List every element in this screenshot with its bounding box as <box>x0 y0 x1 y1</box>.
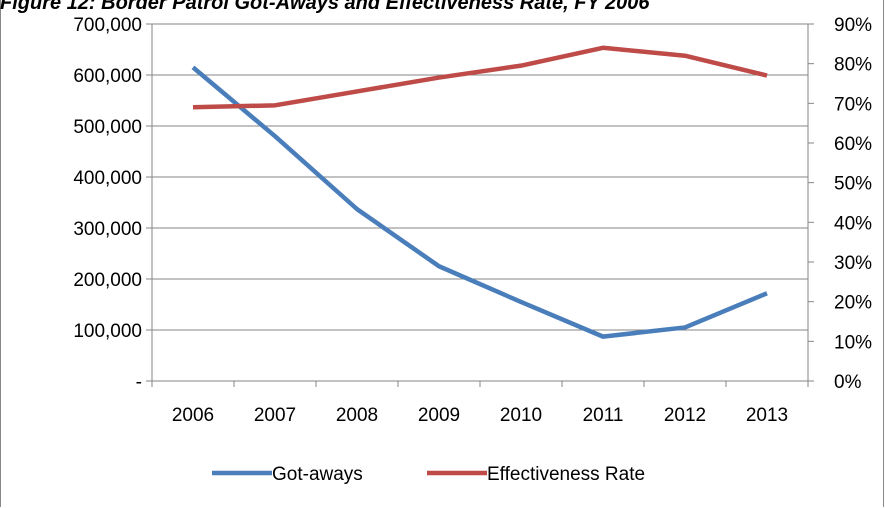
x-tick-label: 2009 <box>418 405 460 426</box>
x-tick-label: 2006 <box>172 405 214 426</box>
left-tick-label: 200,000 <box>73 270 142 291</box>
left-tick-label: 500,000 <box>73 117 142 138</box>
x-tick-label: 2008 <box>336 405 378 426</box>
x-axis-ticks: 2006 2007 2008 2009 2010 2011 2012 2013 <box>172 405 788 426</box>
right-tick-label: 30% <box>834 253 872 274</box>
legend-label-effectiveness-rate: Effectiveness Rate <box>487 464 645 485</box>
left-tick-label: 700,000 <box>73 15 142 36</box>
right-tick-label: 90% <box>834 15 872 36</box>
left-tick-label: 100,000 <box>73 321 142 342</box>
left-tick-label: 400,000 <box>73 168 142 189</box>
legend-label-got-aways: Got-aways <box>272 464 363 485</box>
axes <box>146 23 814 387</box>
x-tick-label: 2011 <box>583 405 624 426</box>
x-tick-label: 2010 <box>500 405 542 426</box>
right-tick-label: 80% <box>834 55 872 76</box>
series-line-got-aways <box>191 65 768 339</box>
right-tick-label: 0% <box>834 372 862 393</box>
left-tick-label: - <box>136 372 142 393</box>
legend: Got-aways Effectiveness Rate <box>212 464 645 485</box>
x-tick-label: 2012 <box>664 405 706 426</box>
right-tick-label: 70% <box>834 94 872 115</box>
left-tick-label: 300,000 <box>73 219 142 240</box>
right-tick-label: 10% <box>834 332 872 353</box>
right-tick-label: 50% <box>834 174 872 195</box>
left-tick-label: 600,000 <box>73 66 142 87</box>
series-line-effectiveness-rate <box>192 45 768 110</box>
gridlines <box>152 23 808 331</box>
left-axis-ticks: - 100,000 200,000 300,000 400,000 500,000 600,… <box>73 15 142 393</box>
right-tick-label: 20% <box>834 293 872 314</box>
right-tick-label: 40% <box>834 213 872 234</box>
chart-title: Figure 12: Border Patrol Got-Aways and E… <box>0 0 650 14</box>
series-lines <box>191 45 768 339</box>
right-axis-ticks: 0% 10% 20% 30% 40% 50% 60% 70% 80% 90% <box>834 15 872 393</box>
x-tick-label: 2013 <box>746 405 788 426</box>
right-tick-label: 60% <box>834 134 872 155</box>
x-tick-label: 2007 <box>254 405 296 426</box>
